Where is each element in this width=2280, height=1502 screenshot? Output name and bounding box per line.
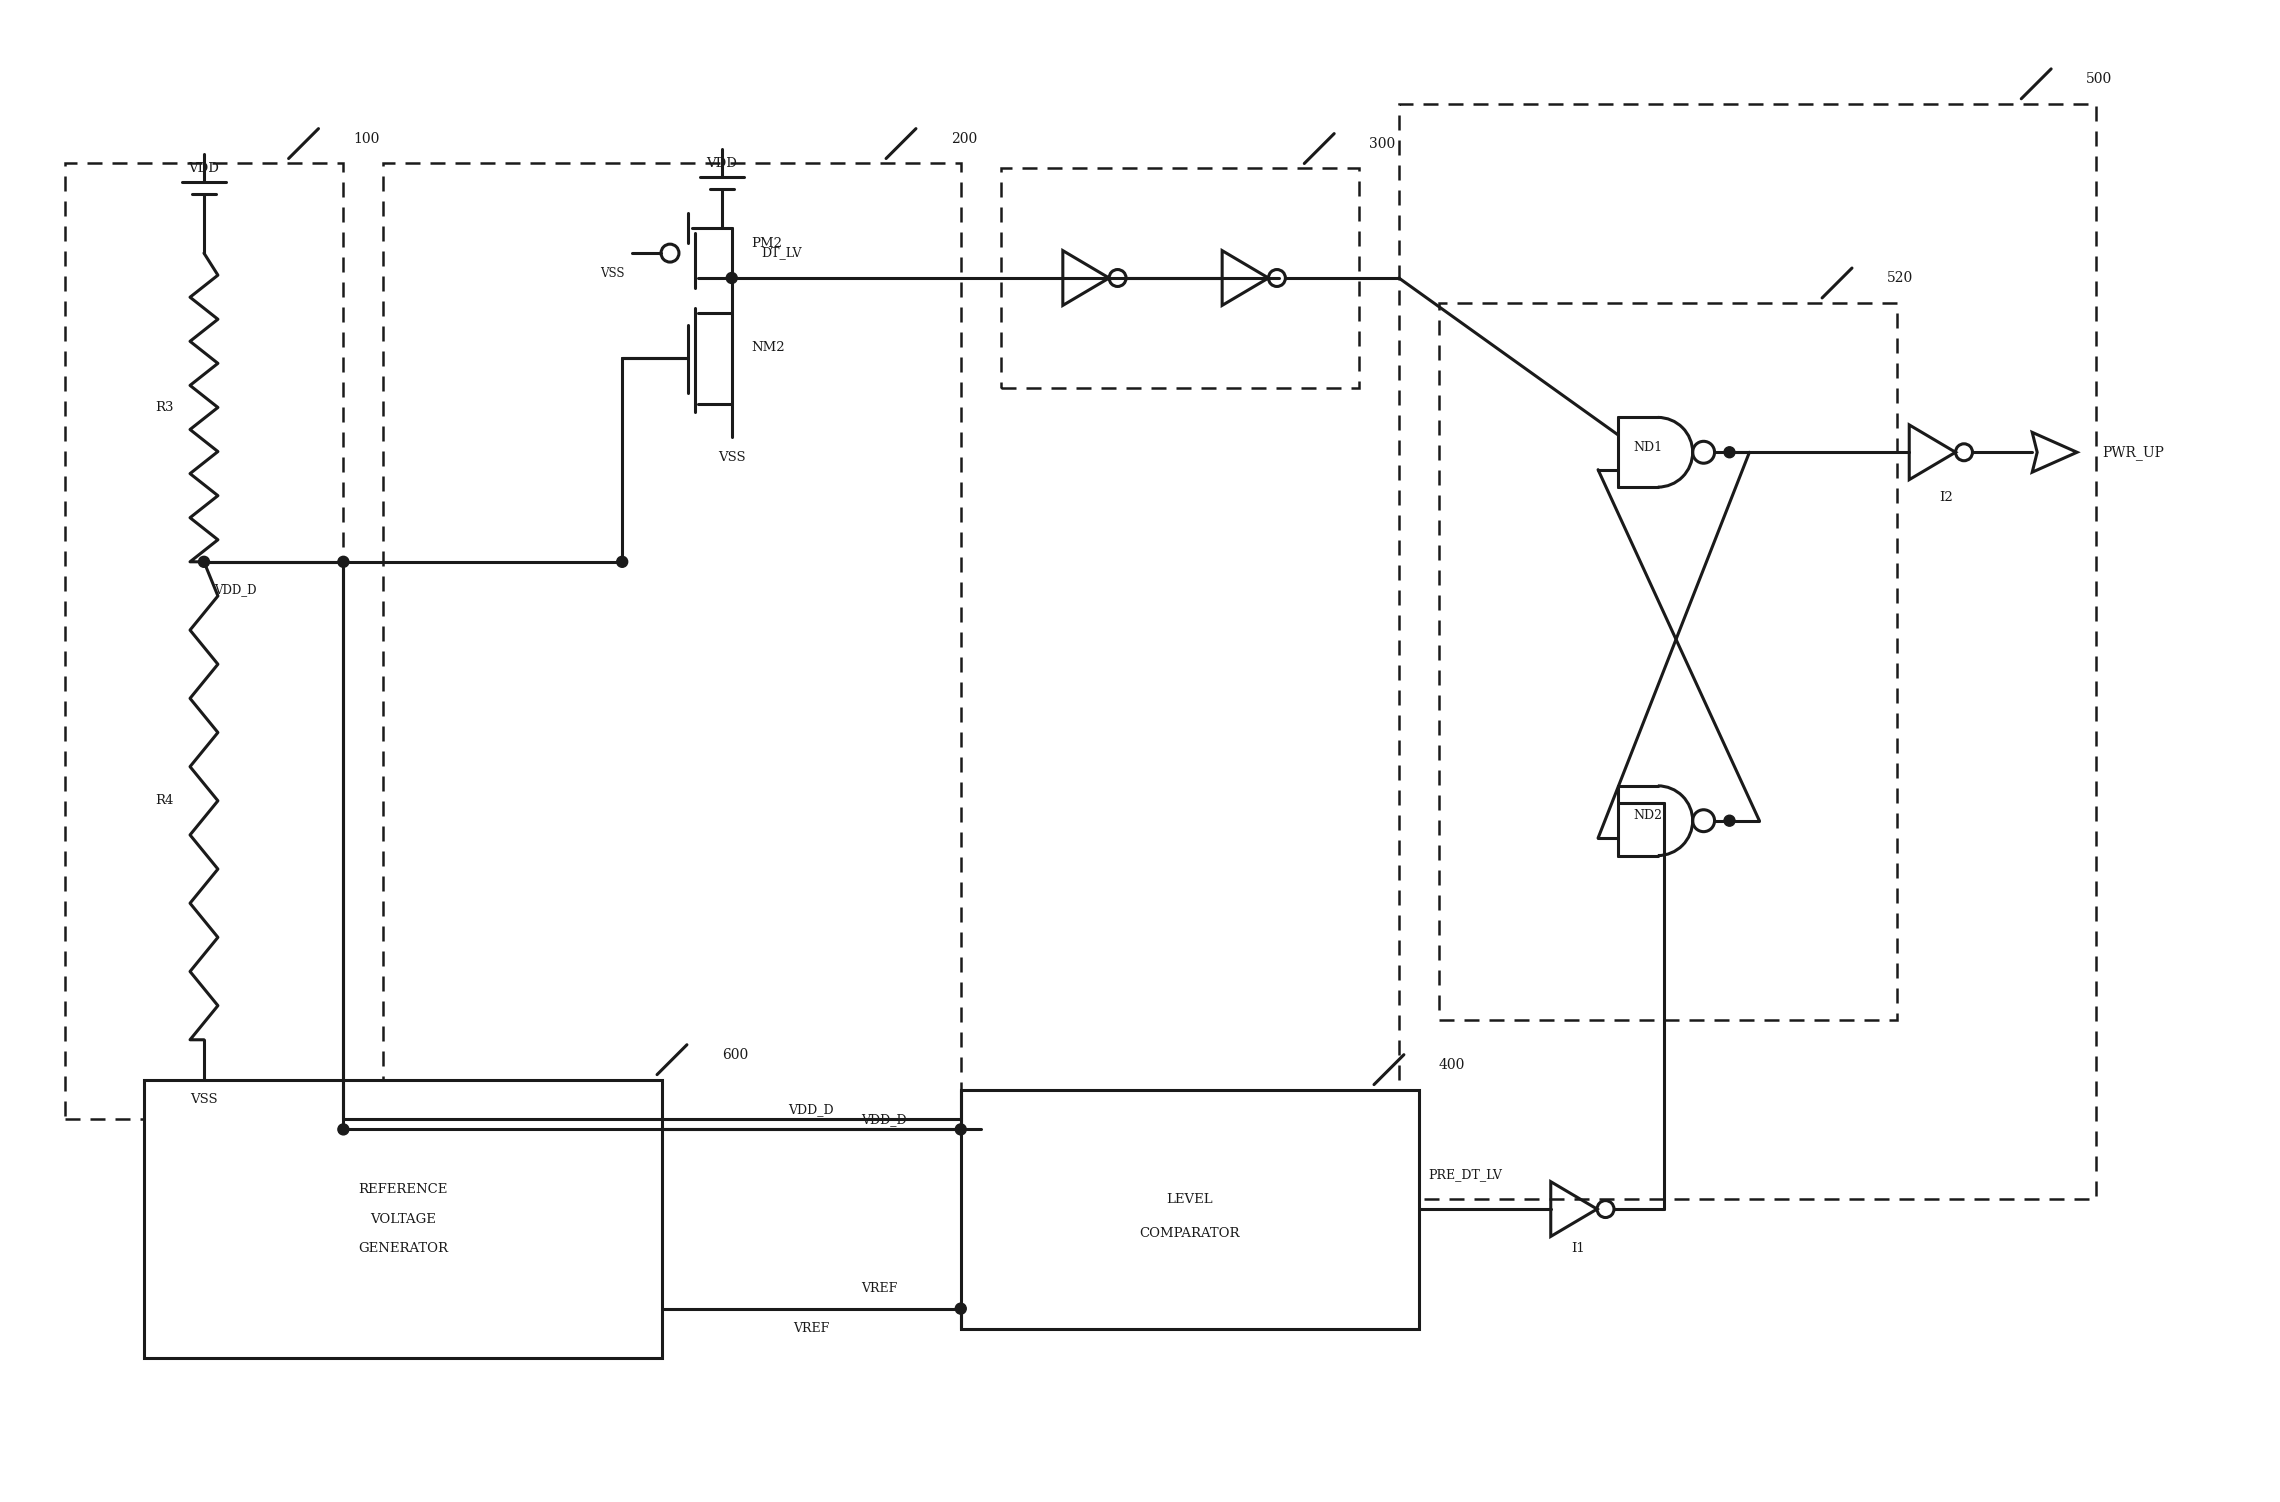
- Text: VOLTAGE: VOLTAGE: [369, 1212, 435, 1226]
- Text: VSS: VSS: [718, 451, 746, 464]
- Circle shape: [1724, 816, 1735, 826]
- Bar: [1439, 303, 1897, 1020]
- Text: 300: 300: [1368, 137, 1395, 150]
- Text: 400: 400: [1439, 1057, 1466, 1071]
- Text: 100: 100: [353, 132, 381, 146]
- Text: VDD: VDD: [189, 162, 219, 174]
- Text: REFERENCE: REFERENCE: [358, 1182, 447, 1196]
- Text: 600: 600: [723, 1048, 748, 1062]
- Text: VREF: VREF: [793, 1322, 830, 1335]
- Text: 500: 500: [2086, 72, 2111, 86]
- Circle shape: [616, 556, 627, 568]
- Text: LEVEL: LEVEL: [1167, 1193, 1213, 1206]
- Circle shape: [727, 272, 736, 284]
- Text: 200: 200: [951, 132, 978, 146]
- Text: PRE_DT_LV: PRE_DT_LV: [1430, 1167, 1503, 1181]
- Text: I2: I2: [1940, 491, 1954, 503]
- Text: VDD_D: VDD_D: [862, 1113, 907, 1126]
- Text: PWR_UP: PWR_UP: [2102, 445, 2164, 460]
- Text: DT_LV: DT_LV: [762, 246, 803, 260]
- Bar: [144, 1080, 661, 1358]
- Circle shape: [1724, 446, 1735, 458]
- Text: VSS: VSS: [189, 1093, 219, 1105]
- Text: R4: R4: [155, 795, 173, 807]
- Text: NM2: NM2: [752, 341, 784, 354]
- Circle shape: [955, 1304, 967, 1314]
- Bar: [1001, 168, 1359, 388]
- Text: R3: R3: [155, 401, 173, 415]
- Bar: [383, 164, 960, 1119]
- Text: VSS: VSS: [600, 266, 625, 279]
- Text: ND2: ND2: [1632, 810, 1662, 822]
- Bar: [1400, 104, 2095, 1199]
- Circle shape: [198, 556, 210, 568]
- Text: GENERATOR: GENERATOR: [358, 1242, 449, 1256]
- Bar: [64, 164, 344, 1119]
- Text: COMPARATOR: COMPARATOR: [1140, 1227, 1240, 1241]
- Text: 520: 520: [1888, 270, 1913, 285]
- Text: I1: I1: [1571, 1242, 1585, 1256]
- Text: VDD_D: VDD_D: [214, 583, 255, 596]
- Text: PM2: PM2: [752, 237, 782, 249]
- Circle shape: [337, 1123, 349, 1136]
- Text: VDD: VDD: [707, 158, 736, 170]
- Text: ND1: ND1: [1632, 440, 1662, 454]
- Circle shape: [337, 556, 349, 568]
- Text: VDD_D: VDD_D: [789, 1102, 834, 1116]
- Circle shape: [955, 1123, 967, 1136]
- Text: VREF: VREF: [862, 1283, 898, 1295]
- Bar: [960, 1089, 1418, 1329]
